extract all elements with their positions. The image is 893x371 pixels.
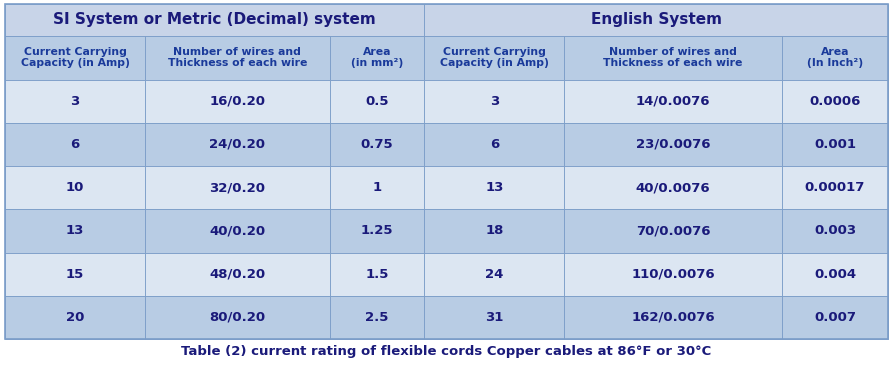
Text: Current Carrying
Capacity (in Amp): Current Carrying Capacity (in Amp) [21, 47, 129, 68]
Text: 162/0.0076: 162/0.0076 [631, 311, 715, 324]
Text: 15: 15 [66, 267, 84, 280]
Text: 0.00017: 0.00017 [805, 181, 865, 194]
Text: 3: 3 [71, 95, 79, 108]
Bar [782, 209, 888, 253]
Bar [424, 4, 888, 36]
Text: 31: 31 [485, 311, 504, 324]
Bar [330, 123, 424, 166]
Text: 0.5: 0.5 [365, 95, 388, 108]
Text: 10: 10 [66, 181, 84, 194]
Bar [424, 253, 564, 296]
Bar [5, 166, 145, 209]
Bar [424, 296, 564, 339]
Text: 48/0.20: 48/0.20 [209, 267, 265, 280]
Bar [782, 253, 888, 296]
Bar [424, 123, 564, 166]
Bar [5, 253, 145, 296]
Text: 24: 24 [485, 267, 504, 280]
Text: 16/0.20: 16/0.20 [209, 95, 265, 108]
Text: 110/0.0076: 110/0.0076 [631, 267, 715, 280]
Bar [564, 123, 782, 166]
Bar [145, 79, 330, 123]
Text: Number of wires and
Thickness of each wire: Number of wires and Thickness of each wi… [604, 47, 743, 68]
Text: English System: English System [590, 12, 722, 27]
Bar [330, 209, 424, 253]
Text: Area
(In Inch²): Area (In Inch²) [807, 47, 863, 68]
Text: 20: 20 [66, 311, 84, 324]
Bar [5, 209, 145, 253]
Bar [5, 123, 145, 166]
Text: Table (2) current rating of flexible cords Copper cables at 86°F or 30°C: Table (2) current rating of flexible cor… [181, 345, 712, 358]
Text: 18: 18 [485, 224, 504, 237]
Text: Area
(in mm²): Area (in mm²) [351, 47, 403, 68]
Text: 6: 6 [71, 138, 79, 151]
Text: 1.5: 1.5 [365, 267, 388, 280]
Bar [564, 296, 782, 339]
Bar [145, 36, 330, 79]
Text: 70/0.0076: 70/0.0076 [636, 224, 711, 237]
Text: SI System or Metric (Decimal) system: SI System or Metric (Decimal) system [54, 12, 376, 27]
Text: 32/0.20: 32/0.20 [209, 181, 265, 194]
Bar [145, 253, 330, 296]
Text: 40/0.0076: 40/0.0076 [636, 181, 711, 194]
Text: 14/0.0076: 14/0.0076 [636, 95, 711, 108]
Text: 40/0.20: 40/0.20 [209, 224, 265, 237]
Bar [564, 79, 782, 123]
Bar [330, 253, 424, 296]
Bar [5, 36, 145, 79]
Bar [782, 36, 888, 79]
Bar [145, 209, 330, 253]
Text: 0.001: 0.001 [814, 138, 856, 151]
Bar [330, 166, 424, 209]
Text: 0.004: 0.004 [814, 267, 856, 280]
Bar [424, 166, 564, 209]
Bar [564, 209, 782, 253]
Text: 0.0006: 0.0006 [809, 95, 861, 108]
Bar [145, 123, 330, 166]
Bar [330, 296, 424, 339]
Text: 0.007: 0.007 [814, 311, 856, 324]
Text: Number of wires and
Thickness of each wire: Number of wires and Thickness of each wi… [168, 47, 307, 68]
Bar [145, 166, 330, 209]
Bar [330, 79, 424, 123]
Bar [782, 296, 888, 339]
Bar [564, 36, 782, 79]
Bar [5, 4, 424, 36]
Bar [5, 79, 145, 123]
Bar [782, 123, 888, 166]
Text: 2.5: 2.5 [365, 311, 388, 324]
Text: 3: 3 [489, 95, 499, 108]
Text: 6: 6 [489, 138, 499, 151]
Text: 80/0.20: 80/0.20 [209, 311, 265, 324]
Bar [145, 296, 330, 339]
Bar [564, 253, 782, 296]
Bar [424, 79, 564, 123]
Bar [424, 209, 564, 253]
Bar [564, 166, 782, 209]
Bar [424, 36, 564, 79]
Text: 1.25: 1.25 [361, 224, 393, 237]
Text: 0.003: 0.003 [814, 224, 856, 237]
Bar [782, 79, 888, 123]
Text: 0.75: 0.75 [361, 138, 393, 151]
Text: 13: 13 [66, 224, 84, 237]
Text: 1: 1 [372, 181, 381, 194]
Text: 13: 13 [485, 181, 504, 194]
Text: Current Carrying
Capacity (in Amp): Current Carrying Capacity (in Amp) [440, 47, 548, 68]
Bar [330, 36, 424, 79]
Text: 24/0.20: 24/0.20 [209, 138, 265, 151]
Bar [782, 166, 888, 209]
Bar [5, 296, 145, 339]
Text: 23/0.0076: 23/0.0076 [636, 138, 711, 151]
